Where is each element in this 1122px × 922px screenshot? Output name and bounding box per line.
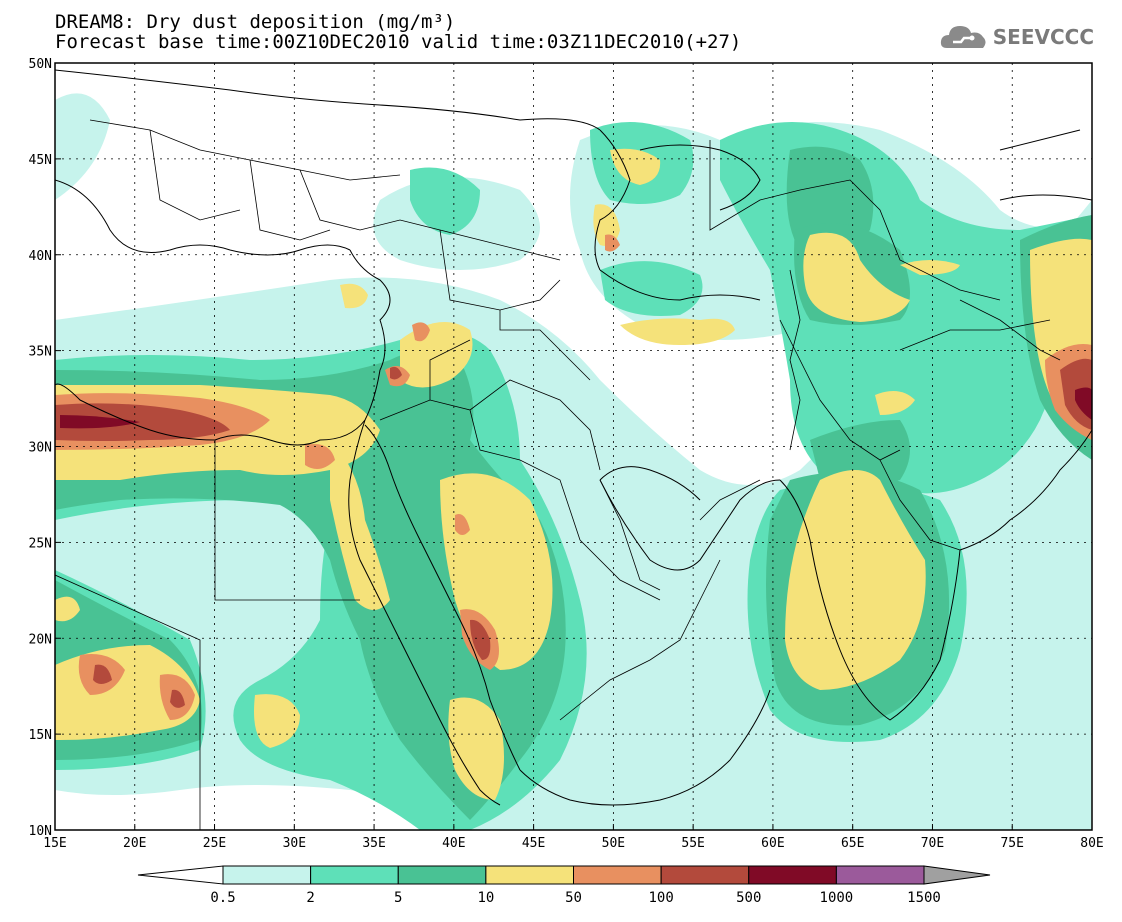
- legend-color-box: [397, 865, 487, 885]
- lat-tick-label: 40N: [29, 249, 52, 264]
- legend-label: 2: [306, 890, 314, 906]
- map-title: DREAM8: Dry dust deposition (mg/m³): [55, 11, 456, 33]
- legend-color-box: [485, 865, 574, 885]
- lat-tick-label: 25N: [29, 536, 52, 551]
- legend-label: 50: [565, 890, 582, 906]
- legend-over-triangle: [923, 865, 991, 885]
- lon-tick-label: 45E: [522, 836, 545, 851]
- lat-tick-label: 20N: [29, 632, 52, 647]
- lon-tick-label: 25E: [203, 836, 226, 851]
- axis-ticks: 15E 20E 25E 30E 35E 40E 45E 50E 55E 60E 65E 70E 75E 8…: [29, 57, 1104, 851]
- lon-tick-label: 50E: [602, 836, 625, 851]
- lat-tick-label: 35N: [29, 345, 52, 360]
- color-legend: 0.5 2 5 10 50 100 500 1000 1500: [137, 865, 991, 906]
- seevccc-logo: SEEVCCC: [939, 22, 1094, 52]
- legend-label: 1000: [820, 890, 854, 906]
- lon-tick-label: 40E: [442, 836, 465, 851]
- lon-tick-label: 35E: [362, 836, 385, 851]
- legend-color-box: [222, 865, 312, 885]
- dust-contour-10: [55, 148, 1092, 800]
- lon-tick-label: 70E: [921, 836, 944, 851]
- lon-tick-label: 20E: [123, 836, 146, 851]
- lat-tick-label: 30N: [29, 441, 52, 456]
- lat-tick-label: 10N: [29, 824, 52, 839]
- forecast-times: Forecast base time:00Z10DEC2010 valid ti…: [55, 31, 742, 53]
- lon-tick-label: 55E: [681, 836, 704, 851]
- legend-label: 100: [648, 890, 673, 906]
- lat-lon-grid: [55, 63, 1092, 830]
- legend-label: 5: [394, 890, 402, 906]
- legend-color-box: [310, 865, 399, 885]
- dust-field: [55, 63, 1092, 830]
- legend-under-triangle: [137, 865, 224, 885]
- lat-tick-label: 15N: [29, 728, 52, 743]
- lat-tick-label: 45N: [29, 153, 52, 168]
- dust-contour-500: [60, 387, 1092, 429]
- cloud-icon: [940, 26, 986, 48]
- lat-tick-label: 50N: [29, 57, 52, 72]
- lon-tick-label: 15E: [43, 836, 66, 851]
- lon-tick-label: 30E: [283, 836, 306, 851]
- legend-color-box: [573, 865, 662, 885]
- legend-color-box: [835, 865, 925, 885]
- coastlines: [55, 69, 1092, 806]
- lon-tick-label: 80E: [1080, 836, 1103, 851]
- lon-tick-label: 75E: [1000, 836, 1023, 851]
- legend-label: 0.5: [210, 890, 235, 906]
- lon-tick-label: 65E: [841, 836, 864, 851]
- legend-label: 10: [477, 890, 494, 906]
- legend-color-box: [660, 865, 750, 885]
- lon-tick-label: 60E: [761, 836, 784, 851]
- legend-label: 1500: [907, 890, 941, 906]
- legend-color-box: [748, 865, 837, 885]
- logo-text: SEEVCCC: [992, 25, 1094, 49]
- country-borders: [55, 119, 1061, 830]
- legend-label: 500: [736, 890, 761, 906]
